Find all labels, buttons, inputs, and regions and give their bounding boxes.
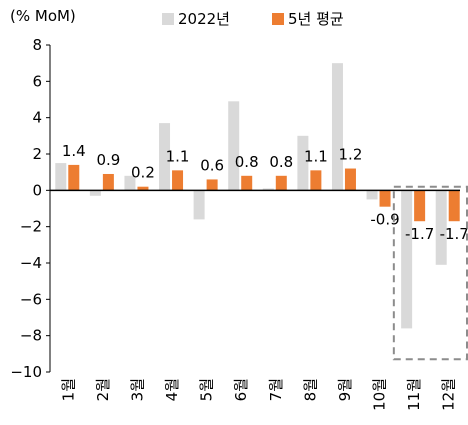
x-category-label: 6월 (232, 378, 250, 401)
bar-5yr-average (344, 168, 356, 191)
x-category-label: 9월 (336, 378, 354, 401)
unit-label: (% MoM) (10, 7, 76, 25)
y-tick-label: 2 (32, 145, 42, 163)
data-label-5yr-average: -1.7 (405, 225, 434, 243)
bar-2022 (89, 190, 101, 196)
y-tick-label: −4 (20, 254, 42, 272)
y-tick-label: −8 (20, 327, 42, 345)
x-category-label: 11월 (405, 378, 423, 411)
bar-5yr-average (172, 170, 184, 191)
y-tick-label: 8 (32, 36, 42, 54)
data-label-5yr-average: 0.6 (200, 156, 224, 174)
legend: 2022년 5년 평균 (162, 10, 344, 28)
bar-5yr-average (137, 186, 149, 191)
x-category-label: 8월 (301, 378, 319, 401)
data-label-5yr-average: 1.1 (166, 147, 190, 165)
data-label-5yr-average: 0.9 (96, 151, 120, 169)
bar-2022 (124, 175, 136, 191)
x-category-label: 12월 (440, 378, 458, 411)
bar-5yr-average (241, 175, 253, 191)
bar-2022 (159, 123, 171, 191)
bar-2022 (435, 190, 447, 265)
x-category-label: 3월 (128, 378, 146, 401)
y-tick-label: 4 (32, 109, 42, 127)
y-tick-label: −6 (20, 290, 42, 308)
legend-item-2022: 2022년 (162, 10, 230, 28)
y-tick-label: −10 (10, 363, 42, 381)
highlight-box (392, 185, 468, 361)
bar-5yr-average (275, 175, 287, 191)
bar-5yr-average (310, 170, 322, 191)
bar-5yr-average (379, 190, 391, 207)
legend-label-5yr-average: 5년 평균 (288, 10, 344, 28)
y-tick-label: −2 (20, 218, 42, 236)
legend-label-2022: 2022년 (178, 10, 230, 28)
bar-2022 (401, 190, 413, 329)
x-category-label: 1월 (59, 378, 77, 401)
legend-item-5yr-average: 5년 평균 (272, 10, 344, 28)
data-label-5yr-average: 1.4 (62, 142, 86, 160)
y-tick-label: 6 (32, 72, 42, 90)
bar-2022 (55, 163, 67, 191)
data-label-5yr-average: 0.8 (269, 153, 293, 171)
data-label-5yr-average: 1.2 (339, 146, 363, 164)
x-category-label: 7월 (267, 378, 285, 401)
bar-5yr-average (68, 164, 80, 191)
x-category-label: 10월 (371, 378, 389, 411)
bar-5yr-average (102, 173, 114, 191)
y-tick-label: 0 (32, 181, 42, 199)
bar-5yr-average (448, 190, 460, 222)
x-category-label: 4월 (163, 378, 181, 401)
bar-2022 (297, 135, 309, 191)
data-label-5yr-average: 0.8 (235, 153, 259, 171)
bar-2022 (366, 190, 378, 200)
data-label-5yr-average: 0.2 (131, 164, 155, 182)
bar-2022 (331, 63, 343, 191)
data-label-5yr-average: -1.7 (440, 225, 468, 243)
bar-2022 (262, 188, 274, 191)
legend-swatch-5yr-average (272, 13, 284, 25)
bar-5yr-average (414, 190, 426, 222)
bar-2022 (228, 101, 240, 191)
x-category-label: 2월 (94, 378, 112, 401)
bar-5yr-average (206, 179, 218, 191)
legend-swatch-2022 (162, 13, 174, 25)
data-label-5yr-average: 1.1 (304, 147, 328, 165)
data-label-5yr-average: -0.9 (370, 211, 399, 229)
plot-area: 8 6 4 2 0 −2 −4 −6 −8 −10 1.4 1월 0.9 2월 0.2 3월 1.1 4월 0.6 5… (10, 36, 468, 411)
x-category-label: 5월 (198, 378, 216, 401)
bar-2022 (193, 190, 205, 220)
